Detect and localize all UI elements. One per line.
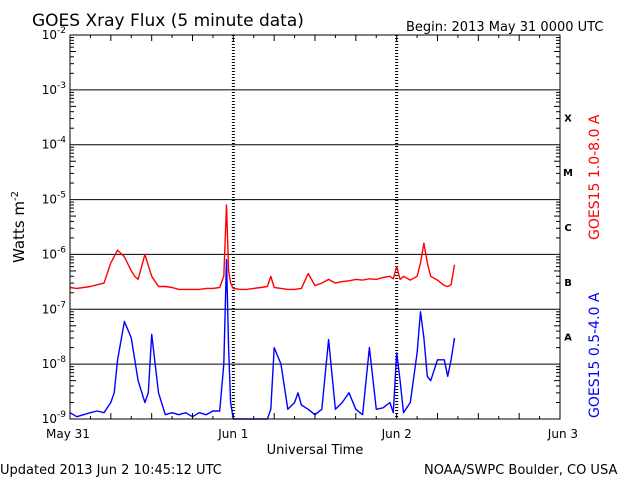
flare-class-label: C — [564, 223, 571, 234]
flare-class-label: A — [564, 333, 572, 344]
y-tick-base: 10 — [42, 83, 57, 97]
y-tick-exponent: -2 — [57, 26, 66, 36]
y-tick-label: 10-6 — [42, 245, 67, 261]
flare-class-label: M — [563, 168, 573, 179]
begin-label: Begin: 2013 May 31 0000 UTC — [406, 20, 603, 35]
y-tick-exponent: -4 — [57, 136, 66, 146]
y-tick-base: 10 — [42, 247, 57, 261]
y-tick-exponent: -5 — [57, 191, 66, 201]
legend-short-channel: GOES15 0.5-4.0 A — [587, 292, 603, 418]
y-tick-exponent: -6 — [57, 245, 66, 255]
plot-frame — [69, 34, 561, 420]
series-line-short-channel — [69, 259, 456, 420]
y-tick-label: 10-4 — [42, 136, 67, 152]
y-tick-label: 10-7 — [42, 300, 66, 316]
x-axis-ticks: May 31 Jun 1 Jun 2 Jun 3 — [46, 35, 578, 441]
flare-class-labels: X M C B A — [563, 113, 573, 343]
credit-label: NOAA/SWPC Boulder, CO USA — [424, 463, 617, 478]
series-line-long-channel — [69, 204, 456, 291]
y-tick-base: 10 — [42, 28, 57, 42]
y-tick-base: 10 — [42, 138, 57, 152]
y-axis-label: Watts m-2 — [10, 191, 28, 263]
y-axis-label-exponent: -2 — [10, 191, 21, 201]
y-tick-label: 10-3 — [42, 81, 66, 97]
x-tick-label: Jun 3 — [547, 427, 578, 441]
y-tick-base: 10 — [42, 357, 57, 371]
flare-class-label: X — [564, 113, 572, 124]
grid — [70, 35, 560, 419]
y-tick-base: 10 — [42, 412, 57, 426]
y-tick-exponent: -8 — [57, 355, 66, 365]
y-axis-ticks: 10-910-810-710-610-510-410-310-2 — [42, 26, 560, 426]
chart-title: GOES Xray Flux (5 minute data) — [32, 11, 304, 31]
flare-class-label: B — [564, 278, 572, 289]
x-tick-label: Jun 2 — [381, 427, 412, 441]
x-axis-label: Universal Time — [267, 443, 364, 458]
legend-long-channel: GOES15 1.0-8.0 A — [587, 114, 603, 240]
y-tick-label: 10-8 — [42, 355, 67, 371]
y-axis-label-base: Watts m — [10, 201, 28, 263]
x-tick-label: Jun 1 — [217, 427, 248, 441]
series-layer — [69, 204, 456, 420]
y-tick-exponent: -9 — [57, 410, 66, 420]
y-tick-label: 10-9 — [42, 410, 67, 426]
y-tick-label: 10-5 — [42, 191, 66, 207]
updated-label: Updated 2013 Jun 2 10:45:12 UTC — [0, 463, 222, 478]
y-tick-exponent: -3 — [57, 81, 66, 91]
y-tick-base: 10 — [42, 193, 57, 207]
y-tick-label: 10-2 — [42, 26, 66, 42]
y-tick-exponent: -7 — [57, 300, 66, 310]
x-tick-label: May 31 — [46, 427, 90, 441]
y-tick-base: 10 — [42, 302, 57, 316]
